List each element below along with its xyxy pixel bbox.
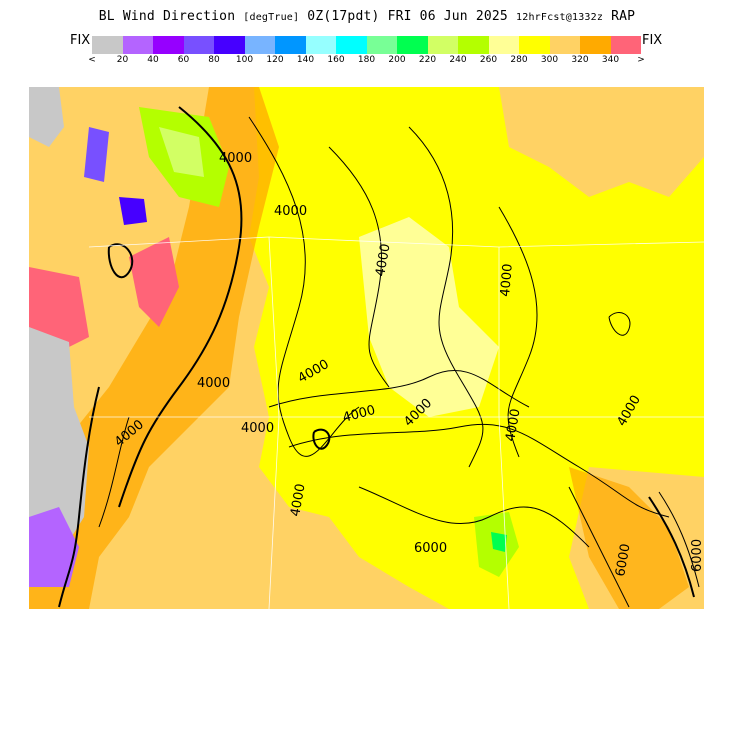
legend-tick-label: 260 bbox=[479, 55, 498, 65]
legend-tick-label: 340 bbox=[601, 55, 620, 65]
legend-swatch bbox=[427, 36, 458, 54]
field-brightgreen-south bbox=[491, 532, 507, 552]
legend-fix-left: FIX bbox=[70, 33, 91, 48]
legend-swatch bbox=[244, 36, 275, 54]
map-svg: 4000 4000 4000 4000 4000 4000 4000 4000 … bbox=[29, 87, 704, 609]
border-lines bbox=[88, 236, 704, 609]
contour-label: 6000 bbox=[414, 541, 447, 556]
title-main: BL Wind Direction bbox=[98, 9, 236, 24]
legend-tick-label: 220 bbox=[418, 55, 437, 65]
legend-tick-label: 300 bbox=[540, 55, 559, 65]
field-grey-ocean bbox=[29, 327, 89, 557]
title-run: 0Z(17pdt) FRI 06 Jun 2025 bbox=[307, 9, 508, 24]
field-purple-nw bbox=[84, 127, 109, 182]
legend-swatch bbox=[153, 36, 184, 54]
legend-swatch bbox=[458, 36, 489, 54]
legend-tick-label: 20 bbox=[116, 55, 129, 65]
contour-label: 4000 bbox=[197, 376, 230, 391]
field-pink-coast bbox=[29, 267, 89, 347]
chart-title: BL Wind Direction [degTrue] 0Z(17pdt) FR… bbox=[0, 9, 734, 27]
legend-swatch bbox=[275, 36, 306, 54]
legend-tick-label: < bbox=[88, 55, 96, 65]
legend-tick-label: 120 bbox=[266, 55, 284, 65]
legend-tick-label: 140 bbox=[296, 55, 315, 65]
field-pink-mtn bbox=[129, 237, 179, 327]
field-orange-ne bbox=[499, 87, 704, 197]
color-legend: FIX FIX <20 40 60 80 100 120 140 160 180 200 220 24… bbox=[70, 33, 664, 69]
legend-swatch bbox=[183, 36, 214, 54]
field-lightgreen-nw bbox=[159, 127, 204, 177]
contour-label: 4000 bbox=[498, 263, 516, 297]
legend-swatch bbox=[122, 36, 153, 54]
title-forecast: 12hrFcst@1332z bbox=[516, 12, 604, 23]
contour-lines bbox=[58, 106, 700, 608]
legend-swatch bbox=[214, 36, 245, 54]
contour-label: 4000 bbox=[503, 407, 524, 442]
legend-fix-right: FIX bbox=[642, 33, 663, 48]
title-model: RAP bbox=[611, 9, 636, 24]
legend-ticks: <20 40 60 80 100 120 140 160 180 200 220 240 260 280 3… bbox=[70, 55, 664, 69]
legend-tick-label: 240 bbox=[449, 55, 467, 65]
legend-swatch bbox=[305, 36, 336, 54]
legend-tick-label: 40 bbox=[147, 55, 159, 65]
legend-swatch bbox=[580, 36, 611, 54]
legend-tick-label: 60 bbox=[177, 55, 190, 65]
legend-tick-label: 200 bbox=[388, 55, 406, 65]
legend-color-bar bbox=[92, 36, 641, 54]
legend-swatch bbox=[519, 36, 550, 54]
legend-swatch bbox=[549, 36, 580, 54]
field-grey-north bbox=[29, 87, 64, 147]
field-blue-spot bbox=[119, 197, 147, 225]
legend-swatch bbox=[488, 36, 519, 54]
contour-label: 4000 bbox=[241, 421, 274, 436]
field-orange-dark bbox=[29, 87, 279, 609]
field-orange-dark-se bbox=[569, 467, 689, 609]
legend-tick-label: 80 bbox=[208, 55, 220, 65]
legend-tick-label: 160 bbox=[327, 55, 345, 65]
legend-tick-label: 280 bbox=[510, 55, 528, 65]
title-units: [degTrue] bbox=[243, 12, 300, 23]
contour-label: 4000 bbox=[288, 482, 309, 517]
contour-label: 4000 bbox=[373, 242, 394, 277]
legend-tick-label: 180 bbox=[357, 55, 376, 65]
legend-swatch bbox=[336, 36, 367, 54]
legend-tick-label: 100 bbox=[235, 55, 254, 65]
legend-tick-label: 320 bbox=[571, 55, 589, 65]
legend-swatch bbox=[397, 36, 428, 54]
field-paleyellow bbox=[359, 217, 499, 417]
contour-label: 4000 bbox=[274, 204, 307, 219]
legend-tick-label: > bbox=[637, 55, 645, 65]
contour-label: 4000 bbox=[219, 151, 252, 166]
legend-swatch bbox=[610, 36, 641, 54]
field-purple-sw bbox=[29, 507, 79, 587]
wind-direction-map: 4000 4000 4000 4000 4000 4000 4000 4000 … bbox=[29, 87, 704, 609]
contour-label: 6000 bbox=[690, 539, 704, 572]
contour-label: 6000 bbox=[613, 542, 634, 577]
legend-swatch bbox=[366, 36, 397, 54]
legend-swatch bbox=[92, 36, 123, 54]
